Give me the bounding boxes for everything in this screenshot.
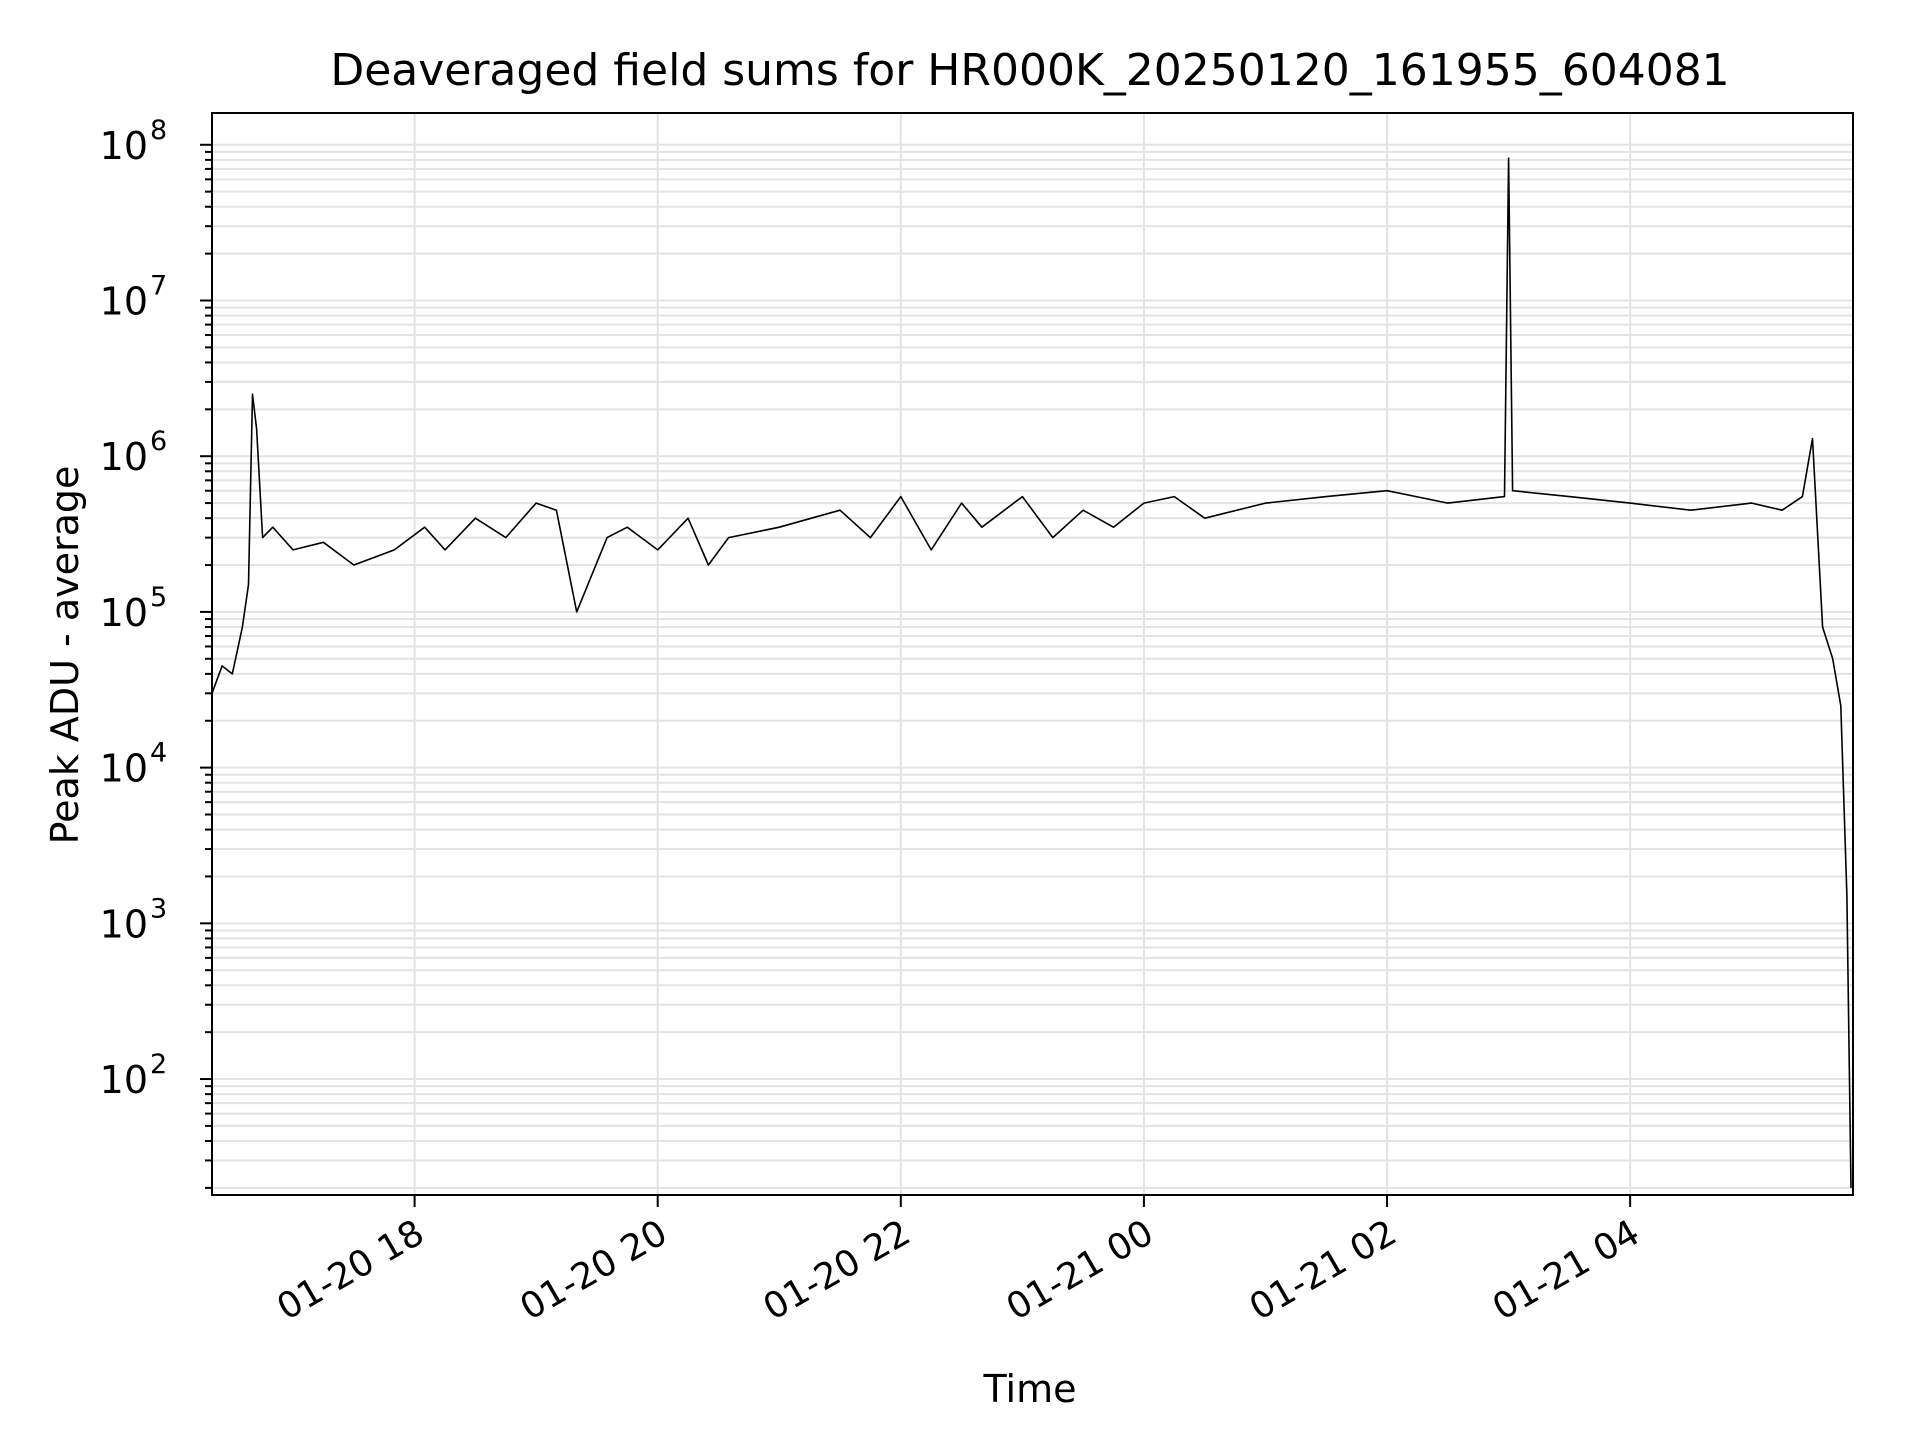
x-axis-label: Time [983,1367,1077,1411]
data-series [211,157,1852,1188]
chart-title: Deaveraged field sums for HR000K_2025012… [330,45,1729,96]
y-tick-exponent: 7 [150,270,167,301]
y-tick-label: 10 [100,279,148,323]
y-tick-exponent: 6 [150,426,167,457]
x-tick-label: 01-20 20 [514,1212,675,1328]
x-tick-label: 01-20 22 [757,1212,918,1328]
y-tick-exponent: 2 [150,1049,167,1080]
y-tick-exponent: 3 [150,893,167,924]
y-tick-label: 10 [100,591,148,635]
y-tick-exponent: 4 [150,738,167,769]
y-tick-label: 10 [100,902,148,946]
y-tick-exponent: 5 [150,582,167,613]
y-tick-label: 10 [100,435,148,479]
y-tick-exponent: 8 [150,115,167,146]
y-tick-label: 10 [100,747,148,791]
x-tick-label: 01-21 04 [1486,1212,1647,1328]
x-tick-label: 01-21 02 [1243,1212,1404,1328]
x-tick-label: 01-21 00 [1000,1212,1161,1328]
y-tick-label: 10 [100,124,148,168]
y-tick-label: 10 [100,1058,148,1102]
plot-frame [211,112,1854,1196]
data-line [211,157,1852,1188]
x-tick-label: 01-20 18 [270,1212,431,1328]
y-axis-label: Peak ADU - average [43,466,87,845]
grid-lines [212,113,1853,1195]
